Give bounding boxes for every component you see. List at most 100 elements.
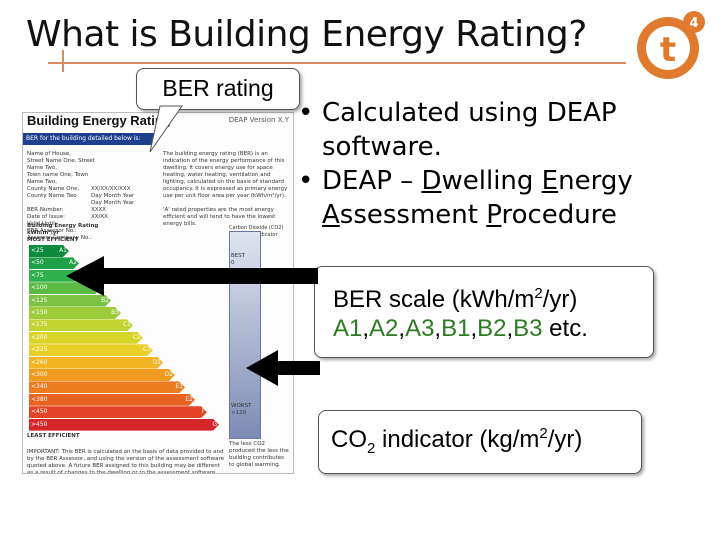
grade-b2: B2: [477, 315, 507, 342]
title-accent-tick: [62, 50, 64, 72]
band-range: <450: [31, 408, 48, 416]
certificate-footer: IMPORTANT: This BER is calculated on the…: [27, 449, 224, 474]
bullet-text-deap: DEAP – Dwelling Energy Assessment Proced…: [322, 166, 633, 230]
certificate-banner: BER for the building detailed below is:: [23, 133, 156, 145]
certificate-version: DEAP Version X.Y: [228, 116, 289, 124]
band-grade: B2: [101, 296, 109, 304]
band-range: >450: [31, 420, 48, 428]
energy-band-e1: <340 E1: [29, 381, 185, 393]
co2-indicator-callout: CO2 indicator (kg/m2/yr): [318, 410, 642, 474]
slide-title: What is Building Energy Rating?: [26, 14, 587, 55]
co2-text-c: /yr): [547, 426, 583, 453]
band-range: <100: [31, 284, 48, 292]
energy-band-a1: <25 A1: [29, 245, 69, 257]
energy-band-c1: <175 C1: [29, 319, 133, 331]
word-part: rocedure: [501, 200, 617, 230]
band-range: <340: [31, 383, 48, 391]
band-grade: B3: [111, 309, 119, 316]
certificate-header: Building Energy Rating DEAP Version X.Y: [23, 113, 293, 131]
band-grade: D2: [164, 371, 173, 378]
logo-inner-circle: [646, 26, 690, 70]
deap-prefix: DEAP –: [322, 166, 422, 196]
band-range: <50: [31, 259, 44, 267]
acronym-letter: A: [322, 200, 340, 230]
scale-text-a: BER scale (kWh/m: [333, 286, 535, 313]
band-range: <380: [31, 395, 48, 403]
band-grade: C3: [142, 346, 151, 354]
scale-text-b: /yr): [542, 286, 578, 313]
co2-sub: 2: [367, 439, 376, 457]
band-range: <125: [31, 296, 48, 304]
ber-callout-pointer: [149, 105, 183, 153]
energy-band-c3: <225 C3: [29, 344, 153, 356]
band-grade: C1: [122, 321, 131, 329]
energy-band-b3: <150 B3: [29, 307, 121, 319]
energy-band-d1: <260 D1: [29, 357, 163, 369]
bullet-dot: •: [298, 166, 314, 196]
word-part: welling: [441, 166, 542, 196]
logo-superscript: 4: [689, 16, 698, 31]
energy-band-e2: <380 E2: [29, 394, 195, 406]
band-range: <75: [31, 271, 44, 279]
ber-scale-label: BER scale (kWh/m2/yr): [333, 279, 653, 315]
bullet-text: Calculated using DEAP software.: [322, 98, 617, 162]
co2-note: The less CO2 produced the less the build…: [229, 441, 289, 468]
acronym-letter: P: [486, 200, 502, 230]
co2-indicator-column: [229, 231, 261, 439]
energy-band-a2: <50 A2: [29, 257, 79, 269]
grade-a1: A1: [333, 315, 363, 342]
band-range: <225: [31, 346, 48, 354]
co2-sup: 2: [539, 425, 548, 442]
grades-suffix: etc.: [542, 315, 588, 342]
band-range: <260: [31, 358, 48, 366]
band-grade: D1: [152, 358, 161, 366]
co2-best-label: BEST 0: [231, 253, 246, 266]
word-part: nergy: [558, 166, 633, 196]
ber-grade-list: A1,A2,A3,B1,B2,B3 etc.: [333, 315, 588, 342]
grade-b1: B1: [441, 315, 471, 342]
logo-letter: t: [660, 30, 676, 70]
scale-arrow: [66, 256, 318, 296]
band-grade: A1: [59, 247, 67, 254]
ber-rating-label: BER rating: [162, 75, 274, 101]
word-part: ssessment: [339, 200, 487, 230]
certificate-details: XX/XX/XX/XXX Day Month Year Day Month Ye…: [91, 186, 135, 220]
bullet-list: • Calculated using DEAP software. • DEAP…: [298, 96, 708, 232]
certificate-address: Name of House, Street Name One, Street N…: [27, 151, 95, 241]
certificate-description: The building energy rating (BER) is an i…: [163, 151, 288, 227]
band-grade: E1: [175, 383, 183, 391]
certificate-heading: Building Energy Rating: [27, 113, 171, 128]
bullet-item: • Calculated using DEAP software.: [298, 96, 708, 164]
ber-scale-callout: BER scale (kWh/m2/yr) A1,A2,A3,B1,B2,B3 …: [314, 266, 654, 358]
grade-a3: A3: [405, 315, 435, 342]
ber-rating-callout: BER rating: [136, 68, 300, 110]
energy-band-b2: <125 B2: [29, 295, 111, 307]
co2-arrow: [246, 350, 320, 386]
band-grade: C2: [132, 333, 141, 341]
acronym-letter: E: [541, 166, 559, 196]
title-underline: [48, 62, 626, 64]
band-grade: G: [212, 420, 217, 428]
band-grade: E2: [185, 395, 193, 403]
grade-b3: B3: [513, 315, 543, 342]
bullet-item: • DEAP – Dwelling Energy Assessment Proc…: [298, 164, 708, 232]
band-range: <25: [31, 247, 44, 254]
scale-sup: 2: [534, 285, 543, 302]
ber-certificate-image: Building Energy Rating DEAP Version X.Y …: [22, 112, 294, 474]
acronym-letter: D: [421, 166, 442, 196]
co2-text-a: CO: [331, 426, 367, 453]
co2-indicator-label: CO2 indicator (kg/m2/yr): [331, 425, 641, 457]
least-efficient-label: LEAST EFFICIENT: [27, 433, 80, 439]
t4-logo: t 4: [637, 11, 705, 79]
band-grade: A2: [69, 259, 77, 267]
energy-band-f: <450 F: [29, 406, 207, 418]
grade-a2: A2: [369, 315, 399, 342]
band-range: <300: [31, 371, 48, 378]
band-range: <200: [31, 333, 48, 341]
band-range: <150: [31, 309, 48, 316]
co2-worst-label: WORST >120: [231, 403, 252, 416]
band-range: <175: [31, 321, 48, 329]
scale-title: Building Energy Rating kWh/m²/yr: [27, 223, 99, 236]
energy-band-g: >450 G: [29, 419, 219, 431]
logo-badge: [683, 11, 705, 33]
